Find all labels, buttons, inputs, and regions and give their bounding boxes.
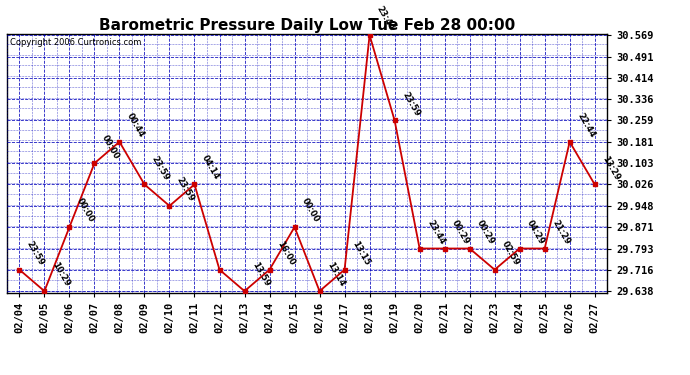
Text: 21:29: 21:29 [550,218,571,246]
Title: Barometric Pressure Daily Low Tue Feb 28 00:00: Barometric Pressure Daily Low Tue Feb 28… [99,18,515,33]
Text: 16:00: 16:00 [275,239,296,267]
Text: 00:00: 00:00 [75,197,96,224]
Text: 00:00: 00:00 [100,133,121,160]
Text: 13:14: 13:14 [325,261,346,288]
Text: 23:44: 23:44 [425,218,446,246]
Text: 00:00: 00:00 [300,197,321,224]
Text: 13:15: 13:15 [350,239,371,267]
Text: 04:14: 04:14 [200,154,221,182]
Text: 00:29: 00:29 [475,218,496,246]
Text: 10:29: 10:29 [50,261,71,288]
Text: 22:44: 22:44 [575,111,596,139]
Text: 23:59: 23:59 [400,90,422,118]
Text: 04:29: 04:29 [525,218,546,246]
Text: 00:29: 00:29 [450,218,471,246]
Text: 23:59: 23:59 [175,176,196,203]
Text: 23:59: 23:59 [150,154,171,182]
Text: 23:44: 23:44 [375,4,396,32]
Text: Copyright 2006 Curtronics.com: Copyright 2006 Curtronics.com [10,38,141,46]
Text: 23:59: 23:59 [25,239,46,267]
Text: 13:59: 13:59 [250,261,271,288]
Text: 02:59: 02:59 [500,239,522,267]
Text: 00:44: 00:44 [125,111,146,139]
Text: 13:29: 13:29 [600,154,622,182]
